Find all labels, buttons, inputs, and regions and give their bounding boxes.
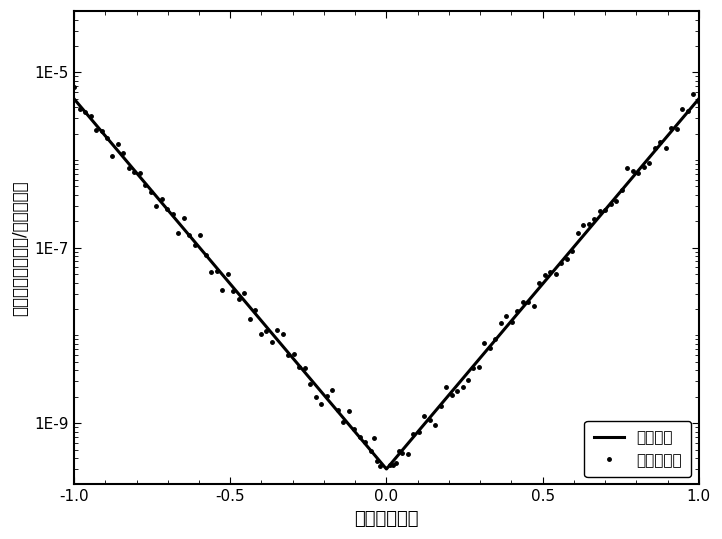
标准器件 [309, 379, 318, 386]
掺颢粒器件 [590, 216, 599, 222]
掺颢粒器件 [541, 272, 549, 278]
Legend: 标准器件, 掺颢粒器件: 标准器件, 掺颢粒器件 [584, 421, 691, 477]
标准器件 [615, 190, 624, 196]
标准器件 [695, 95, 703, 102]
掺颢粒器件 [601, 206, 609, 213]
标准器件 [382, 466, 391, 472]
掺颢粒器件 [70, 84, 79, 91]
标准器件 [682, 110, 691, 116]
标准器件 [336, 412, 345, 418]
掺颢粒器件 [379, 487, 388, 494]
标准器件 [141, 180, 149, 186]
Line: 掺颢粒器件: 掺颢粒器件 [71, 84, 703, 494]
标准器件 [70, 95, 79, 102]
掺颢粒器件 [141, 182, 149, 189]
Line: 标准器件: 标准器件 [74, 99, 699, 469]
Y-axis label: 暗电流密度（毫安/平方厘米）: 暗电流密度（毫安/平方厘米） [11, 180, 29, 316]
掺颢粒器件 [395, 448, 404, 454]
X-axis label: 电压（伏特）: 电压（伏特） [355, 510, 419, 528]
掺颢粒器件 [201, 252, 210, 259]
掺颢粒器件 [290, 350, 298, 357]
标准器件 [178, 224, 187, 231]
